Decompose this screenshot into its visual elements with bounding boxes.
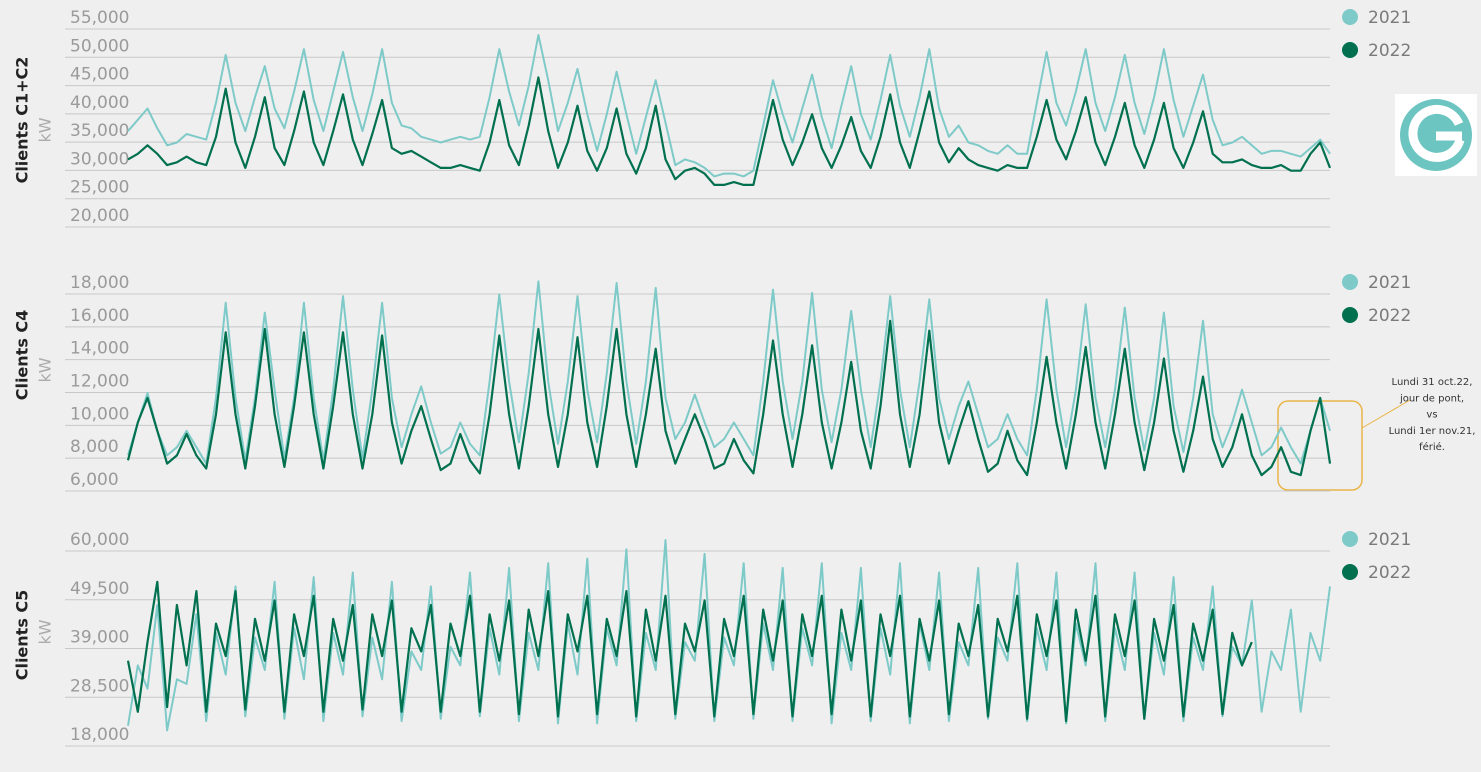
- line-series: [127, 539, 1331, 732]
- line-series: [127, 34, 1331, 178]
- y-tick-label: 50,000: [70, 36, 129, 56]
- y-axis-unit: kW: [36, 117, 55, 142]
- line-series: [127, 280, 1331, 465]
- y-tick-label: 25,000: [70, 178, 129, 198]
- y-tick-label: 14,000: [70, 339, 129, 359]
- y-axis-title: Clients C4: [13, 310, 32, 401]
- legend-marker: [1342, 9, 1358, 25]
- y-axis-title: Clients C1+C2: [13, 57, 32, 184]
- y-tick-label: 18,000: [70, 273, 129, 293]
- line-series: [126, 319, 1332, 477]
- y-tick-label: 30,000: [70, 149, 129, 169]
- y-axis-unit: kW: [36, 619, 55, 644]
- logo: [1395, 94, 1477, 176]
- legend-marker: [1342, 274, 1358, 290]
- y-tick-label: 28,500: [70, 676, 129, 696]
- line-series: [126, 580, 1253, 723]
- y-tick-label: 6,000: [70, 470, 119, 490]
- y-axis-unit: kW: [36, 357, 55, 382]
- annotation-callout: [1277, 399, 1411, 491]
- legend-label: 2022: [1368, 41, 1411, 61]
- legend-label: 2021: [1368, 8, 1411, 28]
- annotation-text: vs: [1426, 410, 1437, 421]
- legend-marker: [1342, 531, 1358, 547]
- legend-label: 2022: [1368, 563, 1411, 583]
- y-tick-label: 39,000: [70, 628, 129, 648]
- y-tick-label: 10,000: [70, 404, 129, 424]
- y-tick-label: 12,000: [70, 372, 129, 392]
- legend-marker: [1342, 307, 1358, 323]
- y-tick-label: 8,000: [70, 437, 119, 457]
- legend-label: 2021: [1368, 530, 1411, 550]
- annotation-text: jour de pont,: [1399, 393, 1464, 404]
- legend-marker: [1342, 42, 1358, 58]
- annotation-text: Lundi 31 oct.22,: [1392, 377, 1473, 388]
- y-axis-title: Clients C5: [13, 590, 32, 681]
- y-tick-label: 55,000: [70, 8, 129, 28]
- y-tick-label: 16,000: [70, 306, 129, 326]
- legend-label: 2022: [1368, 306, 1411, 326]
- y-tick-label: 45,000: [70, 65, 129, 85]
- legend-marker: [1342, 564, 1358, 580]
- legend-label: 2021: [1368, 273, 1411, 293]
- y-tick-label: 49,500: [70, 579, 129, 599]
- line-series: [127, 76, 1332, 186]
- y-tick-label: 20,000: [70, 206, 129, 226]
- y-tick-label: 60,000: [70, 530, 129, 550]
- annotation-text: férié.: [1419, 441, 1445, 453]
- y-tick-label: 40,000: [70, 93, 129, 113]
- y-tick-label: 18,000: [70, 725, 129, 745]
- y-tick-label: 35,000: [70, 121, 129, 141]
- annotation-text: Lundi 1er nov.21,: [1389, 426, 1476, 437]
